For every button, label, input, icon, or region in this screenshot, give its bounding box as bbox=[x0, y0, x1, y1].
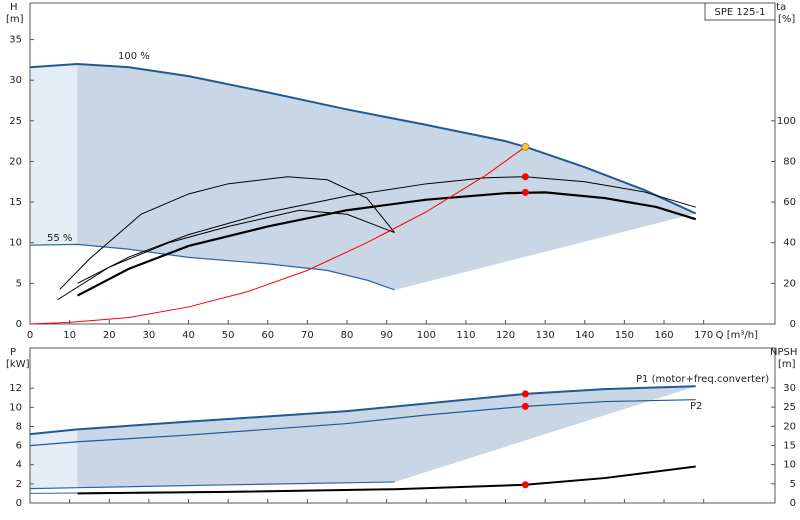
x-tick-label: 160 bbox=[654, 330, 673, 341]
y2-tick-label: 0 bbox=[790, 319, 796, 330]
y2-tick-label: 20 bbox=[783, 278, 796, 289]
y2-tick-label: 20 bbox=[783, 421, 796, 432]
y-tick-label: 0 bbox=[16, 319, 22, 330]
curve bbox=[29, 146, 526, 325]
y2-tick-label: 25 bbox=[783, 402, 796, 413]
operating-point bbox=[521, 402, 529, 410]
y-tick-label: 8 bbox=[16, 421, 22, 432]
curve bbox=[29, 399, 696, 447]
x-tick-label: 30 bbox=[143, 330, 156, 341]
x-tick-label: 90 bbox=[380, 330, 393, 341]
x-axis-label: Q [m³/h] bbox=[716, 330, 758, 341]
y-tick-label: 20 bbox=[9, 156, 22, 167]
y-tick-label: 2 bbox=[16, 479, 22, 490]
y2-axis-label: eta bbox=[770, 2, 786, 13]
y2-axis-label: NPSH bbox=[770, 347, 797, 358]
x-tick-label: 170 bbox=[694, 330, 713, 341]
y2-tick-label: 60 bbox=[783, 197, 796, 208]
y2-tick-label: 10 bbox=[783, 460, 796, 471]
range-area bbox=[77, 63, 696, 290]
y-tick-label: 5 bbox=[16, 278, 22, 289]
annotation: 55 % bbox=[47, 233, 72, 244]
y-axis-label: H bbox=[10, 2, 18, 13]
plot-frame bbox=[29, 2, 776, 325]
x-tick-label: 20 bbox=[103, 330, 116, 341]
operating-point bbox=[521, 142, 530, 151]
y-axis-unit: [m] bbox=[6, 14, 24, 25]
y-tick-label: 35 bbox=[9, 35, 22, 46]
curve bbox=[29, 243, 395, 291]
y2-tick-label: 80 bbox=[783, 156, 796, 167]
y2-tick-label: 0 bbox=[790, 498, 796, 509]
x-tick-label: 60 bbox=[261, 330, 274, 341]
annotation: 100 % bbox=[118, 51, 150, 62]
curve bbox=[29, 385, 696, 436]
curve bbox=[57, 209, 395, 301]
y-tick-label: 4 bbox=[16, 460, 22, 471]
x-tick-label: 130 bbox=[536, 330, 555, 341]
y-tick-label: 6 bbox=[16, 441, 22, 452]
operating-point bbox=[521, 173, 529, 181]
y2-tick-label: 15 bbox=[783, 440, 796, 451]
y-tick-label: 30 bbox=[9, 75, 22, 86]
x-tick-label: 150 bbox=[615, 330, 634, 341]
curve bbox=[77, 176, 696, 284]
curve-label: P1 (motor+freq.converter) bbox=[636, 374, 769, 385]
curve bbox=[77, 465, 696, 495]
curve-label: P2 bbox=[690, 401, 702, 412]
x-tick-label: 120 bbox=[496, 330, 515, 341]
y2-tick-label: 100 bbox=[777, 116, 796, 127]
curve bbox=[59, 176, 395, 290]
y2-tick-label: 30 bbox=[783, 383, 796, 394]
model-box bbox=[704, 2, 776, 21]
x-tick-label: 110 bbox=[456, 330, 475, 341]
y-tick-label: 12 bbox=[9, 383, 22, 394]
plot-frame bbox=[29, 347, 776, 504]
x-tick-label: 50 bbox=[222, 330, 235, 341]
operating-point bbox=[521, 390, 529, 398]
y2-axis-unit: [%] bbox=[778, 14, 795, 25]
y-tick-label: 10 bbox=[9, 402, 22, 413]
y-tick-label: 15 bbox=[9, 197, 22, 208]
operating-point bbox=[521, 188, 529, 196]
x-tick-label: 0 bbox=[27, 330, 33, 341]
y-tick-label: 0 bbox=[16, 498, 22, 509]
curve bbox=[77, 191, 697, 297]
y-axis-label: P bbox=[10, 347, 16, 358]
operating-point bbox=[521, 481, 529, 489]
model-name: SPE 125-1 bbox=[715, 7, 766, 18]
y2-tick-label: 5 bbox=[790, 479, 796, 490]
range-area bbox=[77, 386, 696, 488]
x-tick-label: 10 bbox=[63, 330, 76, 341]
x-tick-label: 80 bbox=[341, 330, 354, 341]
y-tick-label: 10 bbox=[9, 238, 22, 249]
y2-axis-unit: [m] bbox=[778, 359, 796, 370]
x-tick-label: 40 bbox=[182, 330, 195, 341]
y-axis-unit: [kW] bbox=[6, 359, 30, 370]
x-tick-label: 140 bbox=[575, 330, 594, 341]
curve bbox=[29, 481, 395, 490]
y2-tick-label: 40 bbox=[783, 238, 796, 249]
x-tick-label: 70 bbox=[301, 330, 314, 341]
curve bbox=[29, 62, 697, 215]
y-tick-label: 25 bbox=[9, 116, 22, 127]
x-tick-label: 100 bbox=[417, 330, 436, 341]
